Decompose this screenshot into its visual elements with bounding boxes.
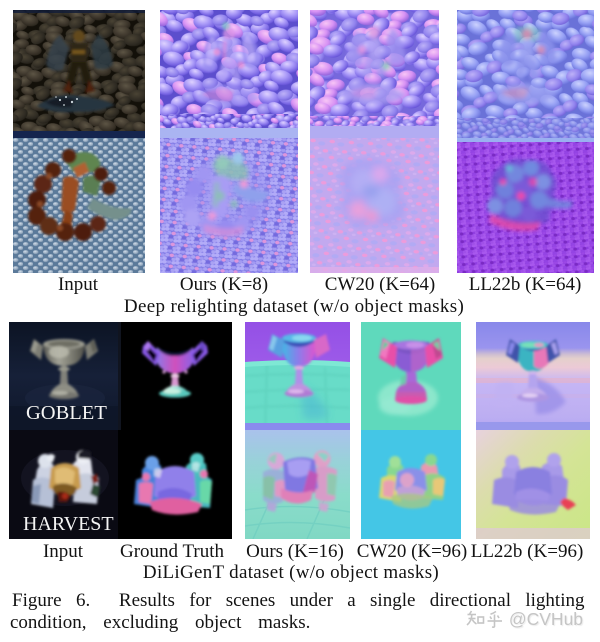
svg-text:GOBLET: GOBLET xyxy=(26,402,107,424)
svg-text:HARVEST: HARVEST xyxy=(23,513,114,535)
